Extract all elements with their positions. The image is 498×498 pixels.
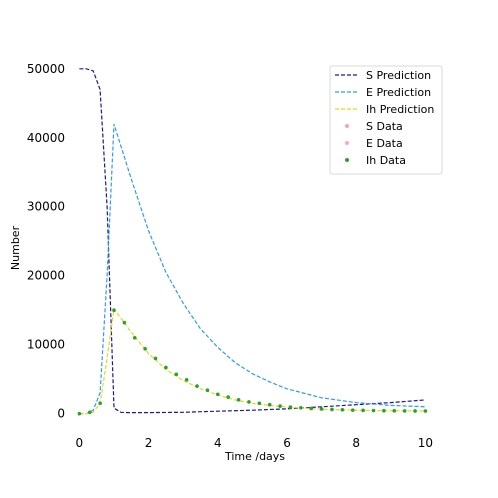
y-tick-label: 30000	[27, 200, 65, 214]
y-axis-ticks: 0 10000 20000 30000 40000 50000	[27, 62, 65, 421]
legend-label: S Data	[366, 120, 403, 133]
legend-swatch	[345, 158, 349, 162]
data-point	[174, 372, 179, 377]
y-tick-label: 40000	[27, 131, 65, 145]
data-point	[267, 402, 272, 407]
data-point	[98, 401, 102, 406]
data-point	[392, 409, 397, 413]
data-point	[216, 392, 220, 397]
y-tick-label: 50000	[27, 62, 65, 76]
legend-box	[329, 65, 443, 175]
y-tick-label: 0	[57, 407, 65, 421]
legend-swatch	[345, 124, 349, 128]
plot-area	[77, 68, 428, 416]
data-point	[288, 405, 293, 409]
series-line-2	[79, 307, 426, 415]
data-point	[122, 320, 127, 325]
data-point	[423, 409, 428, 413]
data-point	[184, 378, 189, 382]
x-axis-label: Time /days	[224, 450, 285, 463]
data-point	[226, 395, 230, 399]
legend-label: E Data	[366, 137, 403, 150]
data-point	[112, 308, 116, 312]
y-tick-label: 10000	[27, 338, 65, 352]
data-point	[382, 408, 386, 413]
data-point	[361, 408, 365, 413]
x-tick-label: 4	[214, 436, 222, 450]
legend-label: Ih Prediction	[366, 103, 434, 116]
x-tick-label: 8	[352, 436, 360, 450]
data-point	[350, 408, 355, 412]
data-point	[153, 356, 158, 361]
legend-swatch	[345, 141, 349, 145]
data-point	[195, 384, 199, 388]
legend-label: Ih Data	[366, 154, 406, 167]
data-point	[87, 410, 92, 415]
data-point	[340, 407, 345, 412]
x-tick-label: 0	[76, 436, 84, 450]
y-tick-label: 20000	[27, 269, 65, 283]
series-line-1	[79, 123, 426, 415]
data-point	[413, 409, 417, 413]
x-tick-label: 6	[283, 436, 291, 450]
data-point	[236, 398, 241, 402]
legend-label: S Prediction	[366, 69, 431, 82]
data-point	[402, 409, 407, 413]
data-point	[77, 411, 82, 416]
data-point	[164, 365, 168, 370]
data-point	[319, 407, 324, 411]
data-point	[257, 401, 262, 406]
data-point	[278, 404, 282, 408]
data-point	[299, 405, 303, 410]
x-tick-label: 2	[145, 436, 153, 450]
x-axis-ticks: 0 2 4 6 8 10	[76, 436, 434, 450]
data-point	[330, 407, 334, 412]
data-point	[205, 388, 210, 393]
data-point	[247, 400, 251, 404]
y-axis-label: Number	[9, 225, 22, 270]
legend-label: E Prediction	[366, 86, 431, 99]
legend: S Prediction E Prediction Ih Prediction S D…	[329, 65, 443, 175]
x-tick-label: 10	[418, 436, 433, 450]
data-point	[371, 408, 376, 413]
data-point	[309, 406, 314, 411]
data-point	[143, 347, 147, 351]
data-point	[132, 335, 137, 340]
series-line-0	[79, 68, 426, 414]
